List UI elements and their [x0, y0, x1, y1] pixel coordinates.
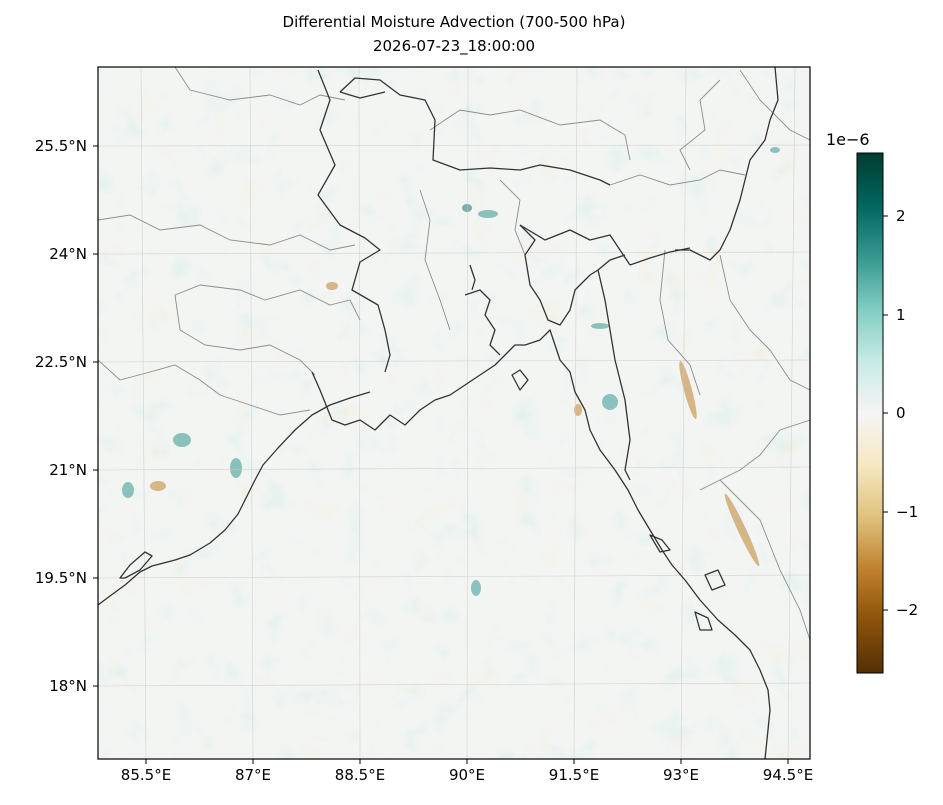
lat-label: 24°N [49, 245, 87, 263]
colorbar-tick-label: 0 [896, 404, 906, 422]
lon-label: 88.5°E [334, 766, 386, 784]
chart-subtitle: 2026-07-23_18:00:00 [372, 37, 536, 55]
lat-label: 18°N [49, 677, 87, 695]
axis-ticks [93, 145, 789, 764]
colorbar-tick-label: −1 [896, 503, 919, 521]
lat-label: 19.5°N [34, 569, 87, 587]
lon-label: 87°E [234, 766, 272, 784]
lon-label: 91.5°E [548, 766, 600, 784]
positive-anomalies [122, 147, 780, 596]
colorbar-tick-label: −2 [896, 601, 919, 619]
lon-label: 94.5°E [762, 766, 814, 784]
lat-label: 25.5°N [34, 137, 87, 155]
lon-label: 90°E [448, 766, 486, 784]
colorbar-exponent: 1e−6 [826, 130, 870, 149]
lon-label: 93°E [662, 766, 700, 784]
colorbar-ticks [883, 215, 888, 611]
colorbar-tick-label: 1 [896, 306, 906, 324]
map-frame [97, 66, 811, 760]
lat-label: 21°N [49, 461, 87, 479]
colorbar-tick-label: 2 [896, 207, 906, 225]
chart-title: Differential Moisture Advection (700-500… [282, 13, 626, 31]
coastline [98, 67, 779, 759]
state-borders [98, 67, 810, 641]
gridlines [98, 67, 810, 759]
lon-label: 85.5°E [120, 766, 172, 784]
lat-label: 22.5°N [34, 353, 87, 371]
colorbar [856, 152, 884, 674]
data-field [98, 67, 810, 759]
